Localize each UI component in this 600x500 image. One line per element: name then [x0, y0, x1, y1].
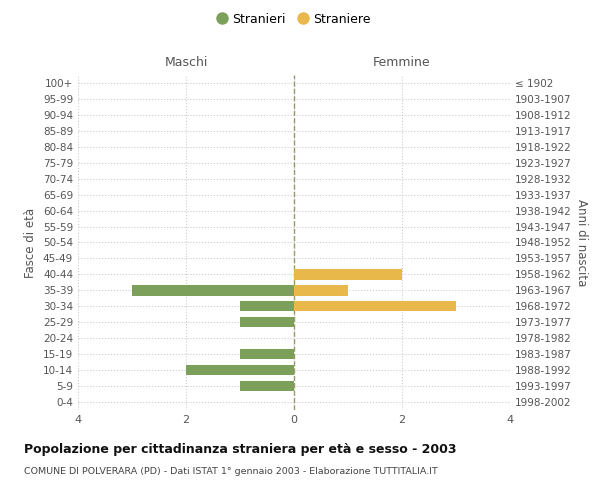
- Text: Maschi: Maschi: [164, 56, 208, 70]
- Text: Femmine: Femmine: [373, 56, 431, 70]
- Bar: [294, 285, 348, 296]
- Bar: [240, 381, 294, 392]
- Bar: [294, 301, 456, 312]
- Text: Popolazione per cittadinanza straniera per età e sesso - 2003: Popolazione per cittadinanza straniera p…: [24, 442, 457, 456]
- Y-axis label: Anni di nascita: Anni di nascita: [575, 199, 588, 286]
- Y-axis label: Fasce di età: Fasce di età: [25, 208, 37, 278]
- Bar: [294, 269, 402, 280]
- Bar: [240, 301, 294, 312]
- Bar: [186, 365, 294, 376]
- Bar: [240, 317, 294, 328]
- Text: COMUNE DI POLVERARA (PD) - Dati ISTAT 1° gennaio 2003 - Elaborazione TUTTITALIA.: COMUNE DI POLVERARA (PD) - Dati ISTAT 1°…: [24, 468, 438, 476]
- Bar: [240, 349, 294, 360]
- Bar: [132, 285, 294, 296]
- Legend: Stranieri, Straniere: Stranieri, Straniere: [212, 8, 376, 31]
